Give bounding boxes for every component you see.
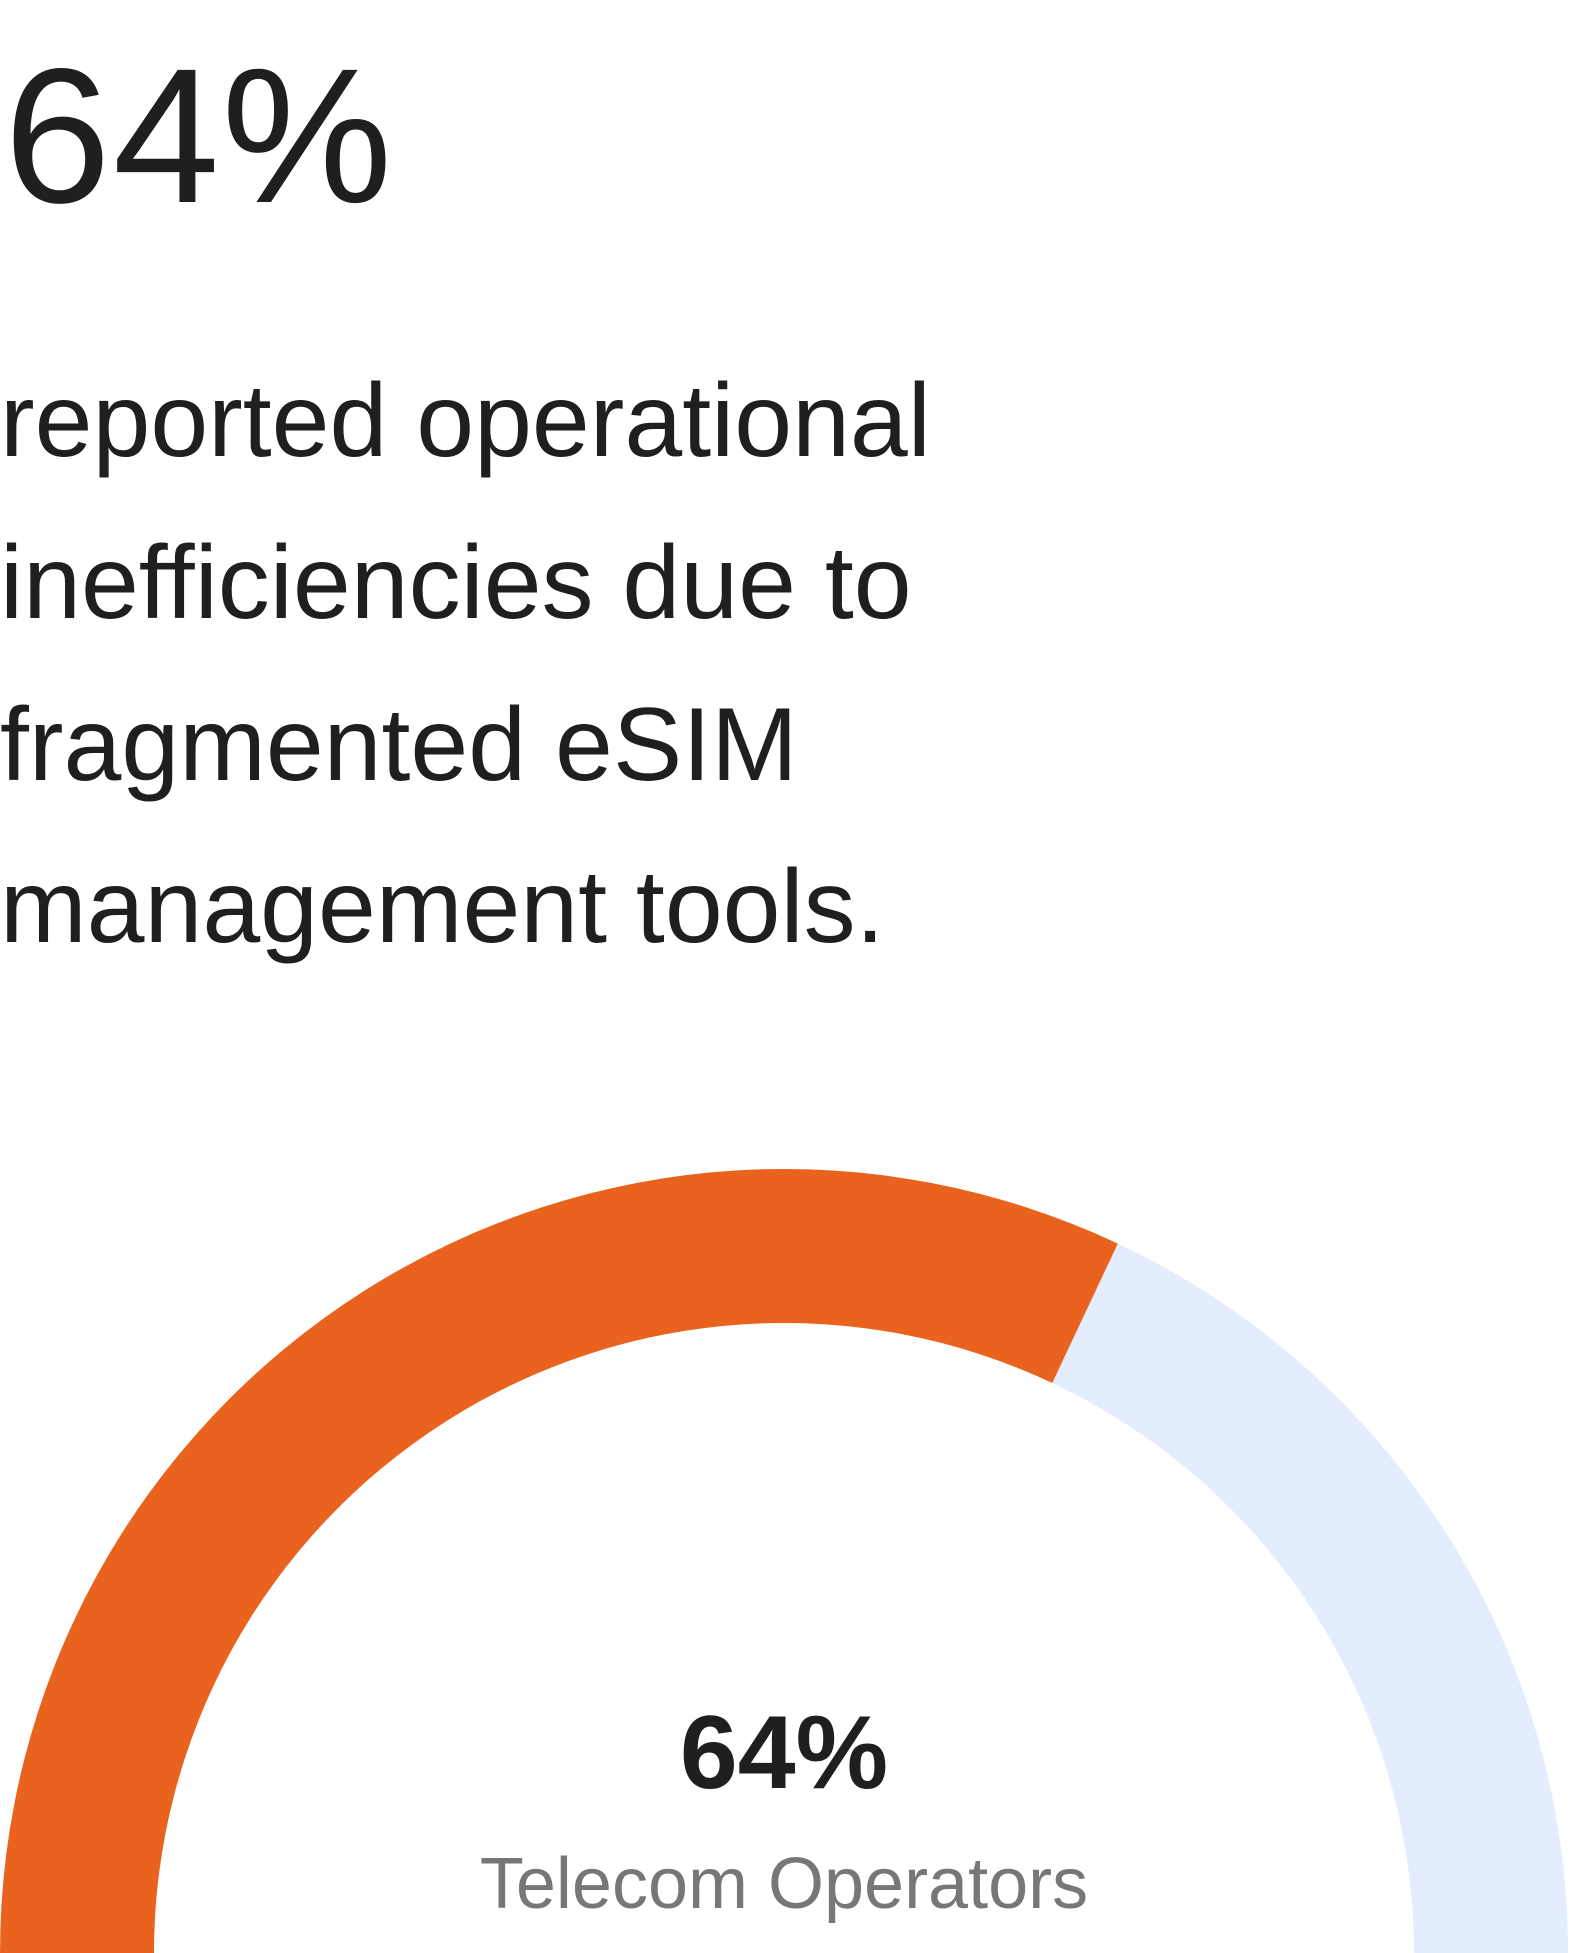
gauge-filled-arc: [0, 1168, 1118, 1953]
gauge-remaining-arc: [1052, 1243, 1568, 1953]
gauge-category-label: Telecom Operators: [480, 1844, 1088, 1924]
stat-value: 64%: [4, 28, 395, 243]
gauge-value-label: 64%: [680, 1695, 888, 1811]
stat-description: reported operational inefficiencies due …: [0, 363, 931, 965]
